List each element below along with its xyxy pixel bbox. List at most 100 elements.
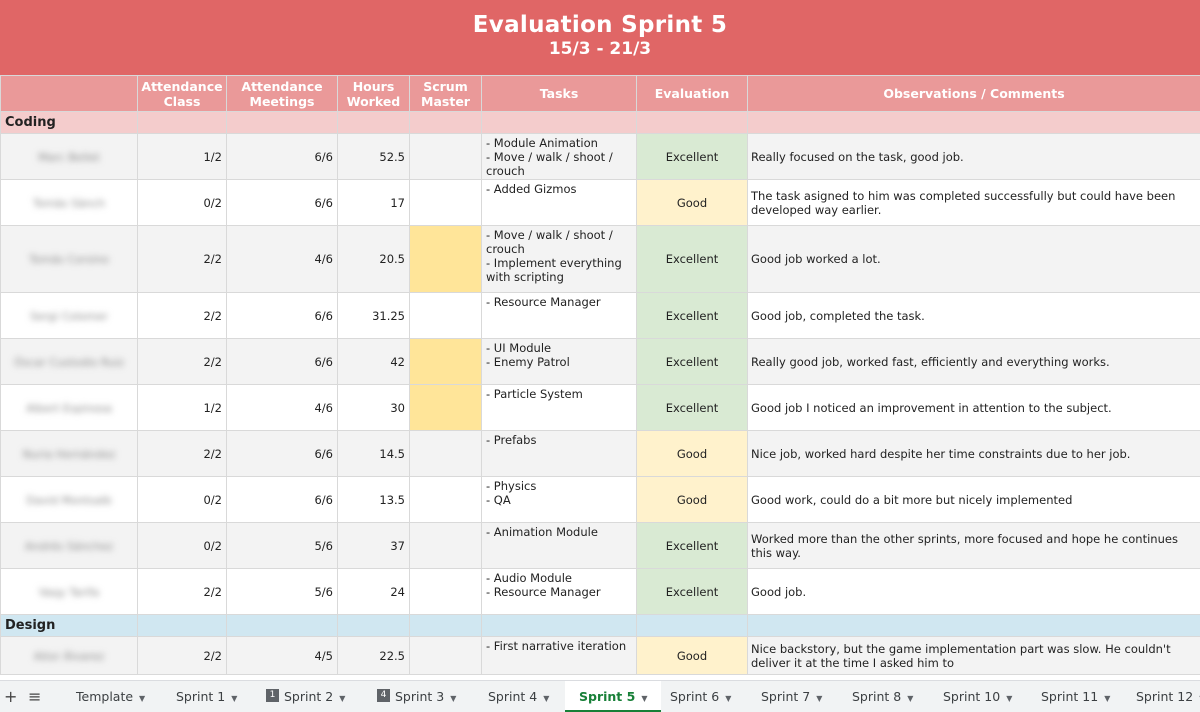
cell[interactable] (636, 614, 748, 637)
evaluation-cell[interactable]: Good (636, 179, 748, 226)
hours-worked-cell[interactable]: 42 (337, 338, 410, 385)
attendance-meetings-cell[interactable]: 6/6 (226, 338, 338, 385)
cell[interactable] (409, 614, 482, 637)
cell[interactable] (137, 111, 227, 134)
attendance-class-cell[interactable]: 2/2 (137, 636, 227, 675)
tab-sprint-2[interactable]: 1 Sprint 2 ▼ (266, 681, 345, 712)
evaluation-cell[interactable]: Excellent (636, 292, 748, 339)
attendance-class-cell[interactable]: 0/2 (137, 522, 227, 569)
tab-sprint-7[interactable]: Sprint 7 ▼ (761, 681, 822, 712)
header-name[interactable] (0, 75, 138, 112)
attendance-class-cell[interactable]: 0/2 (137, 179, 227, 226)
hours-worked-cell[interactable]: 30 (337, 384, 410, 431)
comment-cell[interactable]: Worked more than the other sprints, more… (747, 522, 1200, 569)
scrum-master-cell[interactable] (409, 133, 482, 180)
scrum-master-cell[interactable] (409, 568, 482, 615)
scrum-master-cell[interactable] (409, 179, 482, 226)
attendance-class-cell[interactable]: 2/2 (137, 338, 227, 385)
cell[interactable] (636, 111, 748, 134)
comment-cell[interactable]: Really good job, worked fast, efficientl… (747, 338, 1200, 385)
header-hours-worked[interactable]: Hours Worked (337, 75, 410, 112)
attendance-meetings-cell[interactable]: 5/6 (226, 568, 338, 615)
attendance-meetings-cell[interactable]: 4/5 (226, 636, 338, 675)
hours-worked-cell[interactable]: 13.5 (337, 476, 410, 523)
hours-worked-cell[interactable]: 37 (337, 522, 410, 569)
cell[interactable] (747, 614, 1200, 637)
student-name-cell[interactable]: Sergi Colomer (0, 292, 138, 339)
section-label-coding[interactable]: Coding (0, 111, 138, 134)
header-attendance-class[interactable]: Attendance Class (137, 75, 227, 112)
comment-cell[interactable]: Good job worked a lot. (747, 225, 1200, 293)
cell[interactable] (409, 111, 482, 134)
cell[interactable] (226, 111, 338, 134)
header-scrum-master[interactable]: Scrum Master (409, 75, 482, 112)
tab-sprint-8[interactable]: Sprint 8 ▼ (852, 681, 913, 712)
hours-worked-cell[interactable]: 17 (337, 179, 410, 226)
student-name-cell[interactable]: Óscar Custodio Ruiz (0, 338, 138, 385)
cell[interactable] (337, 614, 410, 637)
evaluation-cell[interactable]: Excellent (636, 568, 748, 615)
student-name-cell[interactable]: Tomás Corsino (0, 225, 138, 293)
scrum-master-cell[interactable] (409, 338, 482, 385)
hours-worked-cell[interactable]: 20.5 (337, 225, 410, 293)
header-evaluation[interactable]: Evaluation (636, 75, 748, 112)
tasks-cell[interactable]: - Prefabs (481, 430, 637, 477)
scrum-master-cell[interactable] (409, 384, 482, 431)
tab-sprint-11[interactable]: Sprint 11 ▼ (1041, 681, 1110, 712)
evaluation-cell[interactable]: Good (636, 636, 748, 675)
comment-cell[interactable]: The task asigned to him was completed su… (747, 179, 1200, 226)
student-name-cell[interactable]: Nuria Hernández (0, 430, 138, 477)
student-name-cell[interactable]: Aitor Álvarez (0, 636, 138, 675)
tab-sprint-12[interactable]: Sprint 12▼ (1136, 681, 1200, 712)
section-label-design[interactable]: Design (0, 614, 138, 637)
scrum-master-cell[interactable] (409, 225, 482, 293)
tasks-cell[interactable]: - Animation Module (481, 522, 637, 569)
attendance-class-cell[interactable]: 1/2 (137, 384, 227, 431)
evaluation-cell[interactable]: Excellent (636, 133, 748, 180)
comment-cell[interactable]: Good job I noticed an improvement in att… (747, 384, 1200, 431)
tab-sprint-10[interactable]: Sprint 10 ▼ (943, 681, 1012, 712)
comment-cell[interactable]: Good job. (747, 568, 1200, 615)
add-sheet-icon[interactable]: + (4, 687, 18, 706)
cell[interactable] (226, 614, 338, 637)
cell[interactable] (747, 111, 1200, 134)
tab-sprint-6[interactable]: Sprint 6 ▼ (670, 681, 731, 712)
hours-worked-cell[interactable]: 52.5 (337, 133, 410, 180)
cell[interactable] (337, 111, 410, 134)
hours-worked-cell[interactable]: 22.5 (337, 636, 410, 675)
attendance-class-cell[interactable]: 2/2 (137, 292, 227, 339)
tab-sprint-3[interactable]: 4 Sprint 3 ▼ (377, 681, 456, 712)
attendance-meetings-cell[interactable]: 6/6 (226, 430, 338, 477)
tasks-cell[interactable]: - First narrative iteration (481, 636, 637, 675)
attendance-meetings-cell[interactable]: 4/6 (226, 384, 338, 431)
comment-cell[interactable]: Nice backstory, but the game implementat… (747, 636, 1200, 675)
cell[interactable] (481, 614, 637, 637)
tasks-cell[interactable]: - Added Gizmos (481, 179, 637, 226)
student-name-cell[interactable]: David Montsalb (0, 476, 138, 523)
tasks-cell[interactable]: - Physics - QA (481, 476, 637, 523)
hours-worked-cell[interactable]: 31.25 (337, 292, 410, 339)
attendance-meetings-cell[interactable]: 4/6 (226, 225, 338, 293)
attendance-class-cell[interactable]: 0/2 (137, 476, 227, 523)
student-name-cell[interactable]: Vaqy Tarifa (0, 568, 138, 615)
tab-sprint-5[interactable]: Sprint 5 ▼ (565, 681, 662, 712)
attendance-meetings-cell[interactable]: 6/6 (226, 179, 338, 226)
evaluation-cell[interactable]: Excellent (636, 225, 748, 293)
tasks-cell[interactable]: - Module Animation - Move / walk / shoot… (481, 133, 637, 180)
student-name-cell[interactable]: Andrés Sánchez (0, 522, 138, 569)
student-name-cell[interactable]: Tomàs Sànch (0, 179, 138, 226)
attendance-meetings-cell[interactable]: 5/6 (226, 522, 338, 569)
header-attendance-meetings[interactable]: Attendance Meetings (226, 75, 338, 112)
tasks-cell[interactable]: - Audio Module - Resource Manager (481, 568, 637, 615)
hours-worked-cell[interactable]: 24 (337, 568, 410, 615)
scrum-master-cell[interactable] (409, 522, 482, 569)
evaluation-cell[interactable]: Good (636, 476, 748, 523)
header-tasks[interactable]: Tasks (481, 75, 637, 112)
header-observations[interactable]: Observations / Comments (747, 75, 1200, 112)
attendance-meetings-cell[interactable]: 6/6 (226, 292, 338, 339)
comment-cell[interactable]: Really focused on the task, good job. (747, 133, 1200, 180)
student-name-cell[interactable]: Marc Bellet (0, 133, 138, 180)
tab-template[interactable]: Template ▼ (76, 681, 145, 712)
comment-cell[interactable]: Good work, could do a bit more but nicel… (747, 476, 1200, 523)
scrum-master-cell[interactable] (409, 636, 482, 675)
